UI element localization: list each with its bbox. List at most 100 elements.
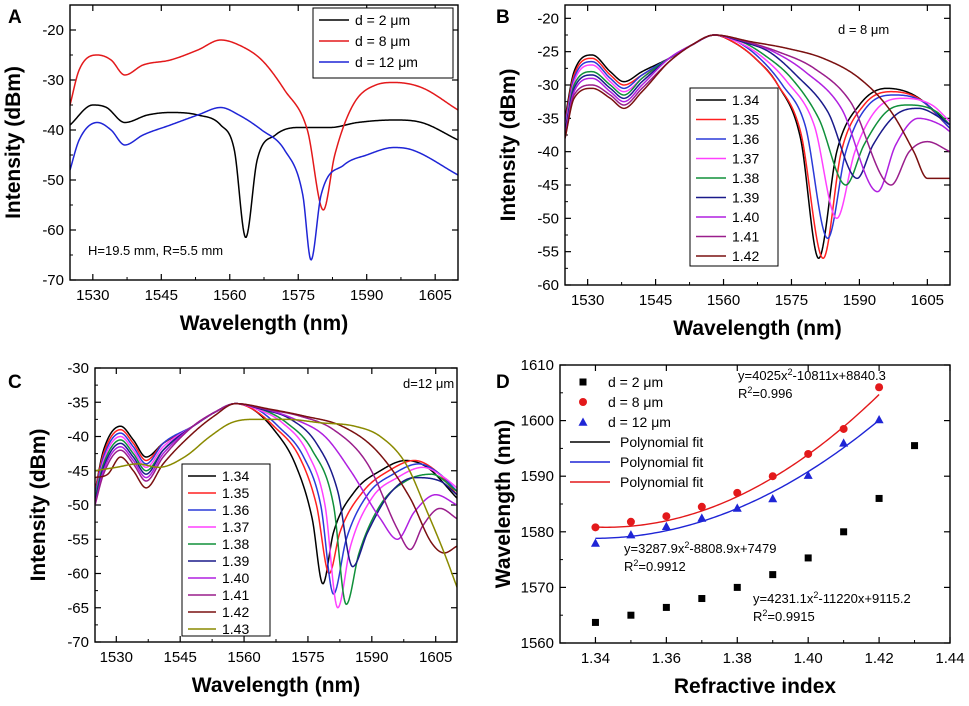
data-point [627, 611, 635, 619]
panel-c: 1530 1545 1560 1575 1590 1605 -70 -65 -60 -55 -50 -… [8, 360, 458, 697]
y-tick-label: -20 [537, 10, 559, 27]
y-axis-title: Intensity (dBm) [27, 429, 50, 582]
data-point [840, 528, 848, 536]
y-tick-label: -55 [67, 531, 89, 548]
legend-label: 1.41 [222, 587, 249, 603]
x-tick-label: 1545 [639, 292, 672, 309]
data-point [804, 449, 813, 458]
x-tick-label: 1530 [76, 287, 109, 304]
y-axis-title: Wavelength (nm) [492, 420, 515, 588]
data-point [698, 595, 706, 603]
y-tick-label: -50 [42, 172, 64, 189]
x-tick-label: 1575 [775, 292, 808, 309]
y-axis-title: Intensity (dBm) [497, 69, 520, 222]
y-tick-label: -25 [537, 44, 559, 61]
y-tick-label: -70 [42, 272, 64, 289]
points-group [590, 383, 919, 626]
x-tick-label: 1560 [707, 292, 740, 309]
legend-label: 1.35 [732, 112, 759, 128]
legend-box [689, 87, 779, 267]
legend-label: 1.39 [222, 553, 249, 569]
x-axis-title: Wavelength (nm) [192, 674, 360, 697]
series-line-1-41 [565, 34, 950, 186]
series-group [95, 402, 457, 609]
legend-label: Polynomial fit [620, 474, 703, 490]
legend-label: 1.34 [222, 468, 249, 484]
x-tick-label: 1.44 [935, 650, 964, 667]
data-point [803, 470, 813, 479]
data-point [733, 488, 742, 497]
data-point [804, 554, 812, 562]
data-point [591, 523, 600, 532]
legend-label: Polynomial fit [620, 454, 703, 470]
data-point [874, 414, 884, 424]
x-tick-label: 1590 [355, 649, 388, 666]
series-line-1-35 [565, 34, 950, 260]
legend-label: 1.34 [732, 92, 759, 108]
legend-label: d = 2 μm [608, 374, 663, 390]
panel-a: 1530 1545 1560 1575 1590 1605 -70 -60 -50 -40 -30 -… [2, 4, 459, 335]
legend: 1.34 1.35 1.36 1.37 1.38 1.39 1.40 1.41 1.42 [689, 87, 779, 267]
legend-label: 1.40 [222, 570, 249, 586]
series-group [565, 34, 950, 260]
x-axis-title: Refractive index [674, 675, 837, 698]
x-tick-label: 1560 [213, 287, 246, 304]
y-tick-label: -35 [537, 110, 559, 127]
panel-label: B [496, 7, 510, 28]
y-tick-label: -70 [67, 634, 89, 651]
y-tick-label: 1610 [521, 357, 554, 374]
data-point [839, 438, 849, 447]
y-tick-label: 1590 [521, 468, 554, 485]
data-point [626, 530, 636, 539]
y-tick-label: -30 [537, 77, 559, 94]
legend-label: 1.37 [222, 519, 249, 535]
y-tick-label: 1570 [521, 579, 554, 596]
plot-frame [564, 4, 951, 286]
y-tick-label: -50 [537, 210, 559, 227]
fit-equation: y=3287.9x2-8808.9x+7479 [624, 540, 776, 556]
data-point [768, 493, 778, 503]
data-point [768, 472, 777, 481]
x-tick-label: 1.38 [723, 650, 752, 667]
series-line-1-43 [95, 418, 457, 588]
x-tick-label: 1575 [291, 649, 324, 666]
fit-r-squared: R2=0.996 [738, 385, 793, 401]
x-tick-label: 1.34 [581, 650, 610, 667]
y-tick-label: 1560 [521, 635, 554, 652]
legend-label: d = 12 μm [355, 54, 418, 70]
annotation: d = 8 μm [838, 22, 889, 37]
legend-label: 1.43 [222, 621, 249, 637]
x-tick-label: 1530 [571, 292, 604, 309]
y-tick-label: -35 [67, 394, 89, 411]
x-tick-label: 1605 [911, 292, 944, 309]
series-line-1-37 [565, 34, 950, 220]
annotation: d=12 μm [403, 376, 454, 391]
y-tick-label: -40 [67, 429, 89, 446]
panel-label: C [8, 372, 22, 393]
series-line-1-42 [95, 402, 457, 554]
legend: 1.341.351.361.371.381.391.401.411.421.43 [181, 463, 271, 637]
data-point [697, 513, 707, 522]
legend-label: 1.35 [222, 485, 249, 501]
legend-label: 1.40 [732, 209, 759, 225]
series-line-1-34 [95, 402, 457, 585]
x-tick-label: 1590 [843, 292, 876, 309]
legend-label: d = 2 μm [355, 12, 410, 28]
data-point [911, 442, 919, 450]
x-tick-label: 1590 [350, 287, 383, 304]
legend-label: 1.36 [732, 131, 759, 147]
fit-r-squared: R2=0.9912 [624, 558, 686, 574]
legend-label: d = 8 μm [355, 33, 410, 49]
plot-frame [69, 4, 459, 281]
y-tick-label: -60 [67, 566, 89, 583]
legend-label: 1.39 [732, 190, 759, 206]
y-tick-label: -30 [67, 360, 89, 377]
legend-label: 1.38 [222, 536, 249, 552]
panel-b: 1530 1545 1560 1575 1590 1605 -60 -55 -50 -45 -40 -… [496, 4, 951, 340]
data-point [662, 512, 671, 521]
plot-frame [559, 364, 951, 644]
legend-label: 1.38 [732, 170, 759, 186]
series-line-1-37 [95, 402, 457, 609]
x-tick-label: 1605 [419, 649, 452, 666]
